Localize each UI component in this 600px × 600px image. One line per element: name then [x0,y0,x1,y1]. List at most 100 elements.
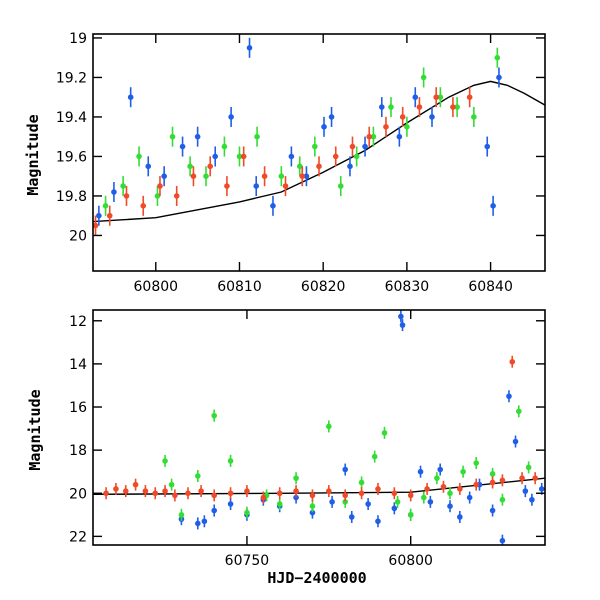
data-point [198,488,204,494]
data-point [276,490,283,497]
x-tick-label: 60800 [134,279,179,295]
data-point [429,114,435,120]
top-panel: 60800 60810 60820 60830 60840 19 19.2 19.4 19.6 1… [56,31,546,295]
data-point [371,453,378,460]
data-point [437,94,444,100]
x-tick-label: 60810 [217,279,262,295]
data-point [473,481,480,488]
data-point [515,408,522,415]
x-tick-label: 60800 [388,553,433,569]
data-point [490,203,496,209]
data-point [529,496,535,503]
data-point [261,173,268,179]
data-point [178,512,185,518]
data-point [437,466,443,473]
data-point [349,143,356,150]
data-point [499,477,506,484]
data-point [227,501,234,507]
data-point [132,481,139,488]
data-point [370,133,377,140]
data-point [122,488,129,494]
data-point [383,124,389,130]
data-point [489,507,496,514]
data-point [489,471,496,477]
data-point [254,133,260,140]
data-point [447,490,453,497]
data-point [157,183,163,189]
series-2 [93,87,473,236]
data-point [136,153,142,160]
data-point [466,494,473,501]
data-point [342,499,349,505]
data-point [457,514,463,520]
data-point [404,124,410,130]
data-point [509,358,516,365]
data-point [162,458,168,464]
y-tick-label: 12 [69,314,87,330]
data-point [260,494,267,501]
x-tick-label: 60750 [225,553,270,569]
y-tick-label: 18 [69,443,87,459]
data-point [538,486,545,492]
data-point [407,512,414,518]
data-point [342,492,349,499]
data-point [365,501,371,507]
data-point [282,183,289,189]
data-point [142,488,149,494]
data-point [224,183,230,189]
data-point [396,133,403,140]
data-point [412,94,419,100]
bottom-y-axis-title: Magnitude [26,389,44,470]
data-point [93,222,99,229]
data-point [353,153,360,160]
y-tick-label: 20 [69,228,87,244]
data-point [342,466,349,473]
data-point [195,520,201,527]
data-point [106,212,113,219]
data-point [190,173,197,179]
data-point [123,193,130,199]
data-point [484,143,491,150]
data-point [416,104,423,110]
data-point [244,488,250,494]
data-point [270,203,276,209]
data-point [433,94,439,100]
data-point [312,143,318,150]
data-point [375,518,381,525]
y-tick-label: 19.2 [56,70,87,86]
data-point [227,490,234,497]
data-point [161,173,167,179]
data-point [309,492,316,499]
data-point [440,483,447,490]
data-point [378,104,385,110]
series-1 [162,405,532,521]
data-point [203,173,209,179]
data-point [512,438,519,445]
data-point [326,423,332,430]
data-point [348,514,355,520]
data-point [457,486,463,492]
data-point [195,473,201,479]
top-y-axis-title: Magnitude [24,114,42,195]
data-point [473,460,480,466]
y-tick-label: 19.6 [56,149,87,165]
data-point [420,74,427,81]
data-point [168,481,175,488]
data-point [321,124,327,130]
data-point [207,163,213,170]
data-point [140,203,147,209]
data-point [460,468,466,475]
x-tick-label: 60830 [385,279,430,295]
x-tick-label: 60820 [301,279,346,295]
data-point [185,490,191,497]
data-point [201,518,208,525]
data-point [96,212,102,219]
data-point [316,163,322,170]
data-point [525,464,532,471]
data-point [499,496,506,503]
y-tick-label: 19.8 [56,189,87,205]
plot-frame [92,33,546,272]
y-tick-label: 16 [69,400,87,416]
data-point [227,458,234,464]
data-point [221,143,228,150]
